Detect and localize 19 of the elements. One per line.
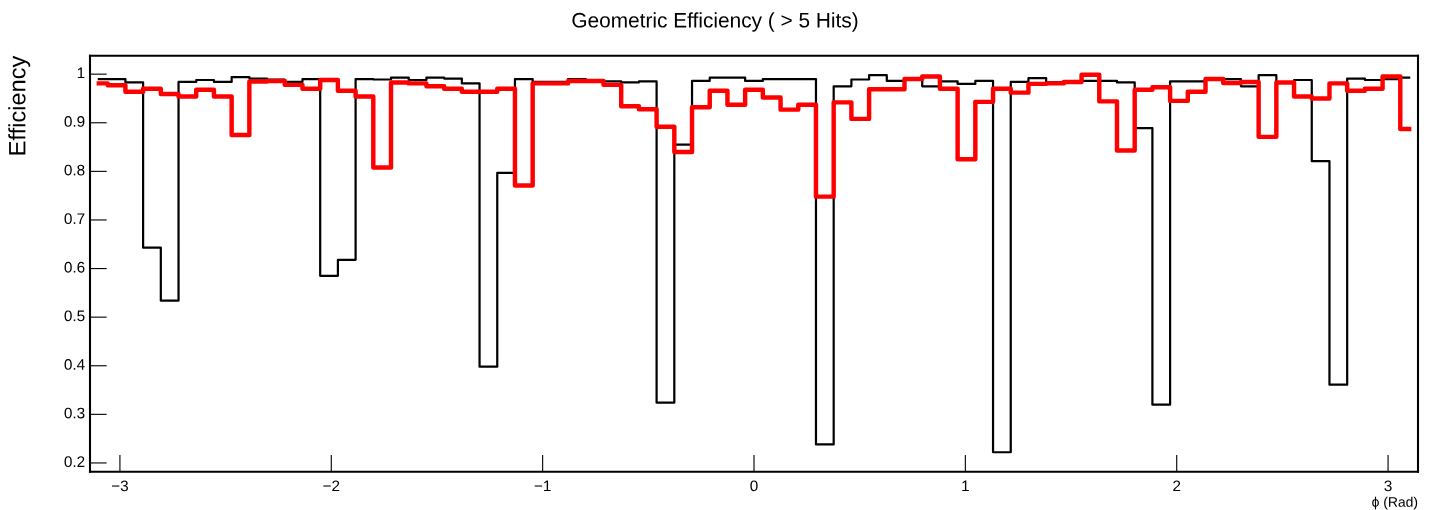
y-axis-title: Efficiency — [8, 55, 31, 155]
y-tick-label: 1 — [77, 67, 85, 79]
chart-title: Geometric Efficiency ( > 5 Hits) — [572, 12, 858, 32]
x-tick-label: 2 — [1173, 480, 1181, 492]
x-tick-label: 0 — [750, 480, 758, 492]
x-tick-label: −3 — [111, 480, 128, 492]
y-tick-label: 0.9 — [64, 116, 85, 127]
y-tick-label: 0.5 — [64, 310, 85, 322]
x-tick-label: 1 — [962, 480, 969, 492]
x-axis-title: ϕ (Rad) — [1372, 496, 1418, 510]
y-tick-label: 0.7 — [64, 213, 85, 225]
x-tick-label: −1 — [534, 480, 551, 492]
y-tick-label: 0.4 — [64, 359, 85, 370]
y-tick-label: 0.3 — [64, 407, 85, 419]
x-tick-label: −2 — [323, 480, 340, 492]
y-tick-label: 0.8 — [64, 164, 85, 176]
y-tick-label: 0.6 — [64, 261, 85, 273]
y-tick-label: 0.2 — [64, 456, 85, 468]
x-tick-label: 3 — [1384, 480, 1392, 492]
